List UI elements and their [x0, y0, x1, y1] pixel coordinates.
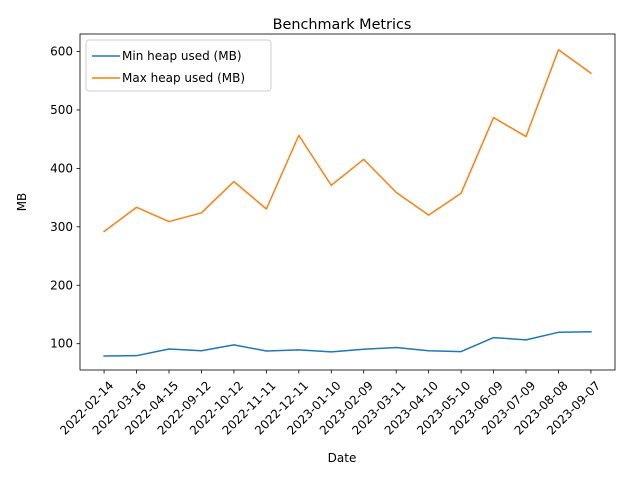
y-tick-label: 300 — [50, 220, 73, 234]
legend-label-0: Min heap used (MB) — [122, 49, 242, 63]
chart-title: Benchmark Metrics — [273, 17, 412, 33]
plot-frame — [79, 33, 616, 371]
y-tick-label: 200 — [50, 278, 73, 292]
y-tick-label: 600 — [50, 45, 73, 59]
y-tick-label: 100 — [50, 337, 73, 351]
y-tick-label: 500 — [50, 103, 73, 117]
series-line-1 — [103, 49, 592, 233]
y-axis-title: MB — [15, 193, 29, 212]
legend-label-1: Max heap used (MB) — [122, 71, 245, 85]
legend: Min heap used (MB) Max heap used (MB) — [85, 39, 272, 92]
x-axis-title: Date — [328, 451, 357, 465]
legend-box — [85, 39, 272, 92]
series-line-0 — [103, 330, 592, 357]
y-tick-label: 400 — [50, 161, 73, 175]
y-axis: 100 200 300 400 500 600 — [50, 45, 80, 351]
plot-lines — [103, 49, 592, 357]
